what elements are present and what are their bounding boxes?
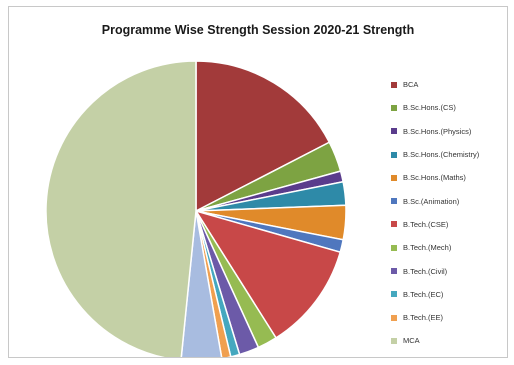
legend-swatch bbox=[391, 244, 397, 251]
legend-swatch bbox=[391, 337, 397, 344]
legend-label: B.Tech.(Civil) bbox=[403, 266, 448, 276]
legend-item: B.Sc.Hons.(Maths) bbox=[391, 166, 479, 189]
pie-slice-10 bbox=[195, 210, 232, 357]
legend-item: B.Sc.Hons.(Physics) bbox=[391, 120, 479, 143]
chart-legend: BCA B.Sc.Hons.(CS) B.Sc.Hons.(Physics) B.Sc… bbox=[391, 73, 479, 353]
legend-item: BCA bbox=[391, 73, 479, 96]
legend-label: MCA bbox=[403, 336, 420, 346]
pie-chart bbox=[45, 60, 347, 357]
legend-swatch bbox=[391, 198, 397, 205]
chart-title: Programme Wise Strength Session 2020-21 … bbox=[101, 23, 415, 37]
legend-item: B.Tech.(EE) bbox=[391, 306, 479, 329]
legend-swatch bbox=[391, 221, 397, 228]
legend-item: B.Sc.Hons.(CS) bbox=[391, 96, 479, 119]
legend-item: B.Tech.(CSE) bbox=[391, 213, 479, 236]
legend-label: B.Tech.(EE) bbox=[403, 313, 444, 323]
legend-label: B.Sc.Hons.(Chemistry) bbox=[403, 150, 480, 160]
legend-label: B.Tech.(CSE) bbox=[403, 219, 449, 229]
legend-swatch bbox=[391, 291, 397, 298]
legend-item: MCA bbox=[391, 329, 479, 352]
chart-frame: Programme Wise Strength Session 2020-21 … bbox=[8, 6, 508, 358]
legend-label: B.Sc.Hons.(CS) bbox=[403, 103, 456, 113]
pie-slice-12 bbox=[45, 60, 197, 357]
pie-slice-6 bbox=[194, 209, 342, 339]
legend-label: BCA bbox=[403, 80, 419, 90]
legend-swatch bbox=[391, 104, 397, 111]
legend-label: B.Sc.Hons.(Maths) bbox=[403, 173, 466, 183]
legend-item: B.Sc.Hons.(Chemistry) bbox=[391, 143, 479, 166]
legend-label: B.Sc.(Animation) bbox=[403, 196, 460, 206]
legend-swatch bbox=[391, 174, 397, 181]
legend-swatch bbox=[391, 268, 397, 275]
legend-label: B.Sc.Hons.(Physics) bbox=[403, 126, 472, 136]
pie-slice-11 bbox=[180, 210, 223, 357]
legend-label: B.Tech.(EC) bbox=[403, 289, 444, 299]
legend-swatch bbox=[391, 128, 397, 135]
pie-slice-0 bbox=[195, 60, 331, 213]
legend-swatch bbox=[391, 151, 397, 158]
legend-item: B.Tech.(Civil) bbox=[391, 259, 479, 282]
legend-swatch bbox=[391, 314, 397, 321]
legend-item: B.Sc.(Animation) bbox=[391, 189, 479, 212]
legend-item: B.Tech.(Mech) bbox=[391, 236, 479, 259]
legend-swatch bbox=[391, 81, 397, 88]
legend-item: B.Tech.(EC) bbox=[391, 283, 479, 306]
legend-label: B.Tech.(Mech) bbox=[403, 243, 452, 253]
